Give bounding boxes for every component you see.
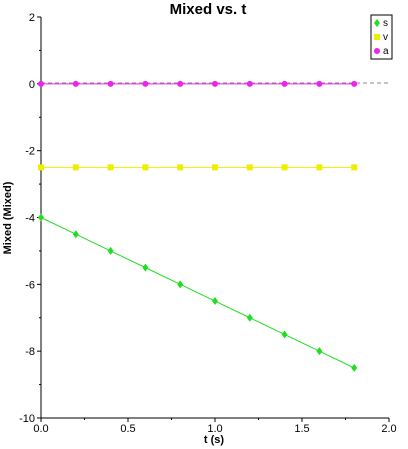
x-axis-label: t (s) [204,434,225,446]
y-tick-label: -8 [25,346,35,358]
data-point [177,280,184,289]
data-point [38,213,44,222]
data-point [177,164,184,171]
data-point [281,164,288,171]
data-point [72,80,79,87]
legend-label: v [383,32,388,43]
y-tick-label: 2 [29,12,35,24]
data-point [351,363,358,372]
data-point [316,347,323,356]
legend: sva [370,14,393,60]
x-tick-label: 0.0 [33,423,48,435]
data-point [246,313,253,322]
data-point [212,164,218,171]
legend-label: s [383,18,388,29]
x-ticks: 0.0 0.5 1.0 1.5 2.0 [33,418,397,435]
data-point [212,297,218,306]
legend-marker [374,48,380,54]
data-point [281,330,288,339]
chart-title: Mixed vs. t [170,1,247,18]
series-layer [38,80,358,372]
y-tick-label: -6 [25,279,35,291]
data-point [107,80,114,87]
data-point [142,164,149,171]
series-line [40,217,355,369]
data-point [38,80,44,87]
data-point [351,80,358,87]
plot-area [41,17,389,418]
y-tick-label: -4 [25,213,35,225]
x-tick-label: 1.0 [207,423,222,435]
data-point [246,164,253,171]
data-point [107,164,114,171]
legend-marker [374,19,380,27]
data-point [107,246,114,255]
data-point [212,80,218,87]
x-tick-label: 0.5 [120,423,135,435]
data-point [351,164,358,171]
data-point [142,80,149,87]
y-tick-label: -10 [19,413,35,425]
data-point [72,230,79,239]
data-point [316,164,323,171]
data-point [38,164,44,171]
legend-label: a [383,46,389,57]
data-point [281,80,288,87]
y-tick-label: 0 [29,79,35,91]
x-tick-label: 2.0 [381,423,396,435]
y-tick-label: -2 [25,146,35,158]
y-axis-label: Mixed (Mixed) [2,181,14,254]
legend-marker [374,34,380,40]
data-point [316,80,323,87]
data-point [177,80,184,87]
y-ticks: -10 -8 -6 -4 -2 0 2 [19,12,41,425]
data-point [72,164,79,171]
data-point [246,80,253,87]
data-point [142,263,149,272]
x-tick-label: 1.5 [294,423,309,435]
